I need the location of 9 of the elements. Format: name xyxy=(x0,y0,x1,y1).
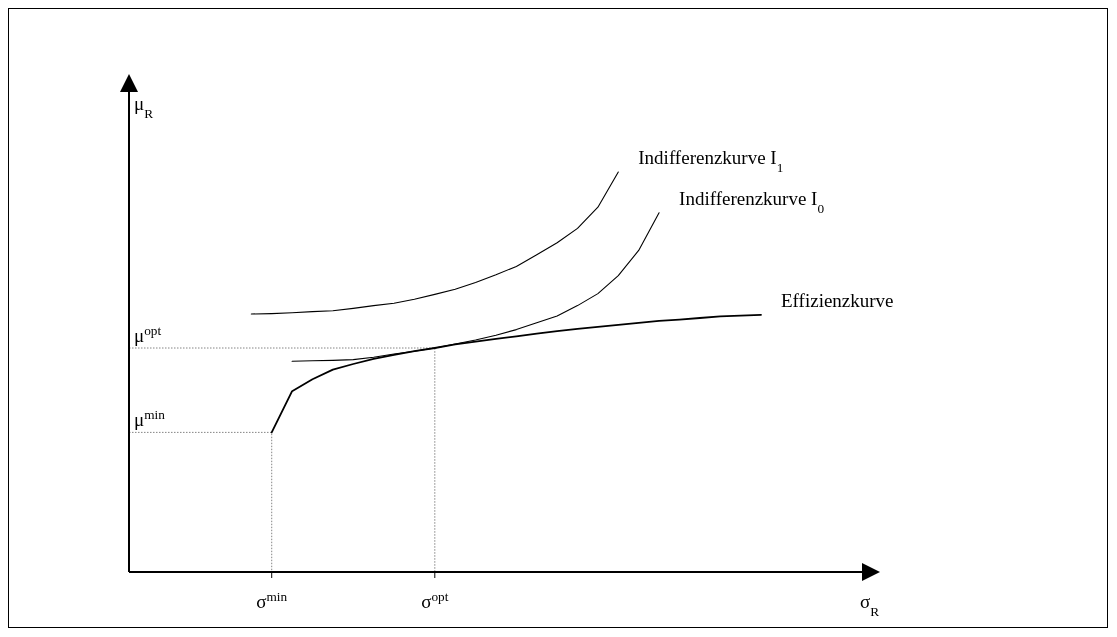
series-label: Indifferenzkurve I$_{0}$ xyxy=(679,187,825,216)
x-tick-label: σ$^{opt}$ xyxy=(421,588,449,612)
series-label: Indifferenzkurve I$_{1}$ xyxy=(638,147,784,175)
x-tick-label: σ$^{min}$ xyxy=(256,588,288,612)
series-label: Effizienzkurve xyxy=(781,289,894,311)
annotation: μ$^{min}$ xyxy=(134,406,166,431)
y-axis-title: μ$_{R}$ xyxy=(134,93,154,121)
x-axis-title: σ$_{R}$ xyxy=(860,591,880,619)
annotation: μ$^{opt}$ xyxy=(134,322,162,346)
